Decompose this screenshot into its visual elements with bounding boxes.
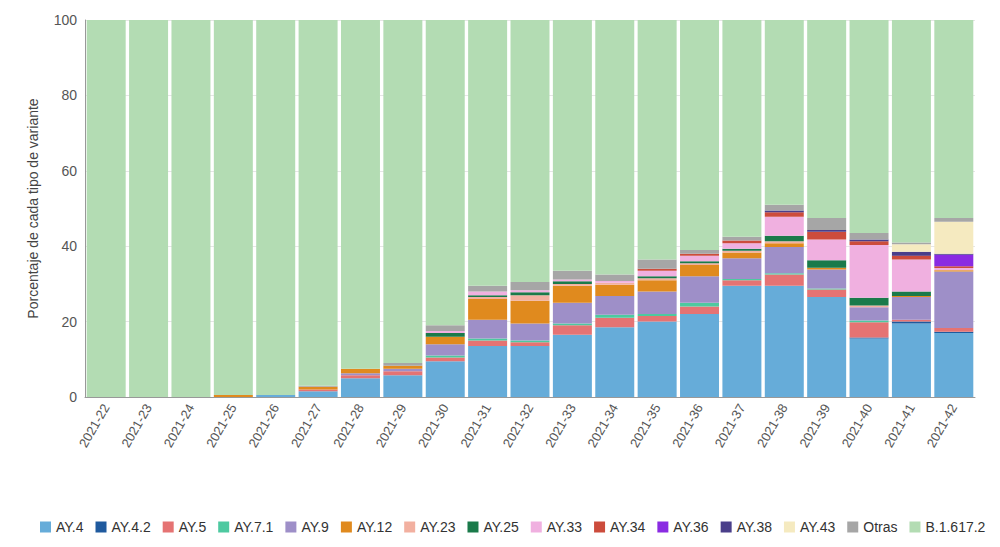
svg-text:AY.25: AY.25 [483,519,519,535]
svg-text:AY.38: AY.38 [737,519,773,535]
svg-text:AY.43: AY.43 [800,519,836,535]
svg-text:2021-25: 2021-25 [203,401,240,450]
svg-text:Porcentaje de cada tipo de var: Porcentaje de cada tipo de variante [25,98,41,318]
svg-text:2021-27: 2021-27 [288,401,325,450]
svg-text:2021-29: 2021-29 [373,401,410,450]
svg-text:2021-40: 2021-40 [839,401,876,450]
svg-text:AY.5: AY.5 [179,519,207,535]
svg-text:2021-32: 2021-32 [500,401,537,450]
svg-text:2021-39: 2021-39 [796,401,833,450]
svg-text:100: 100 [54,12,78,28]
svg-text:80: 80 [61,87,77,103]
svg-text:2021-33: 2021-33 [542,401,579,450]
svg-text:2021-38: 2021-38 [754,401,791,450]
svg-text:AY.33: AY.33 [547,519,583,535]
svg-text:AY.4: AY.4 [56,519,84,535]
svg-text:2021-23: 2021-23 [118,401,155,450]
svg-text:2021-34: 2021-34 [584,401,621,450]
svg-text:2021-26: 2021-26 [245,401,282,450]
svg-text:2021-42: 2021-42 [923,401,960,450]
svg-text:40: 40 [61,238,77,254]
svg-text:2021-30: 2021-30 [415,401,452,450]
svg-text:2021-28: 2021-28 [330,401,367,450]
svg-text:AY.9: AY.9 [301,519,329,535]
svg-text:AY.23: AY.23 [420,519,456,535]
svg-text:60: 60 [61,163,77,179]
svg-text:AY.4.2: AY.4.2 [112,519,151,535]
svg-text:2021-36: 2021-36 [669,401,706,450]
svg-text:B.1.617.2: B.1.617.2 [925,519,985,535]
svg-text:2021-37: 2021-37 [712,401,749,450]
svg-text:2021-31: 2021-31 [457,401,494,450]
svg-text:0: 0 [69,389,77,405]
svg-text:AY.7.1: AY.7.1 [234,519,273,535]
svg-text:AY.12: AY.12 [357,519,393,535]
svg-text:2021-22: 2021-22 [76,401,113,450]
svg-text:AY.34: AY.34 [610,519,646,535]
svg-text:20: 20 [61,314,77,330]
svg-text:Otras: Otras [863,519,897,535]
svg-text:2021-24: 2021-24 [161,401,198,450]
svg-text:2021-35: 2021-35 [627,401,664,450]
svg-text:AY.36: AY.36 [673,519,709,535]
svg-text:2021-41: 2021-41 [881,401,918,450]
